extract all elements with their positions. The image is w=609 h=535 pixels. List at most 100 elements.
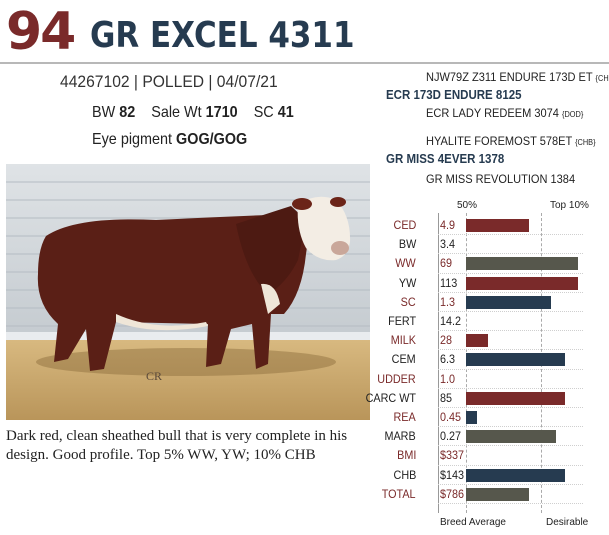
pedigree-text: HYALITE FOREMOST 578ET — [426, 134, 573, 148]
epd-label: MARB — [384, 429, 416, 444]
epd-value: $337 — [440, 448, 465, 463]
epd-row-separator — [438, 503, 583, 504]
epd-row-fert: FERT 14.2 — [378, 312, 590, 331]
pedigree-line: ECR 173D ENDURE 8125 — [386, 88, 522, 102]
epd-row-separator — [438, 426, 583, 428]
epd-row-udder: UDDER 1.0 — [378, 370, 590, 389]
epd-label: UDDER — [377, 371, 416, 386]
epd-row-separator — [438, 483, 583, 485]
pedigree-text: GR MISS 4EVER 1378 — [386, 152, 505, 166]
bull-illustration: CR — [6, 164, 370, 420]
epd-label: CARC WT — [365, 390, 416, 405]
epd-value: $786 — [440, 486, 465, 501]
eye-label: Eye pigment — [92, 131, 173, 148]
epd-bar — [466, 487, 529, 501]
epd-bar — [466, 468, 565, 482]
bw-label: BW — [92, 104, 116, 121]
epd-row-separator — [438, 234, 583, 236]
epd-row-separator — [438, 445, 583, 447]
epd-label: WW — [395, 256, 416, 271]
animal-name: GR EXCEL 4311 — [90, 15, 355, 56]
pedigree-line: GR MISS REVOLUTION 1384 — [426, 172, 575, 186]
sale-wt-value: 1710 — [205, 104, 238, 121]
epd-value: 14.2 — [440, 314, 462, 328]
epd-value: 113 — [440, 275, 458, 290]
epd-row-separator — [438, 272, 583, 274]
epd-label: CHB — [393, 467, 416, 482]
epd-value: 4.9 — [440, 218, 456, 232]
epd-row-sc: SC 1.3 — [378, 293, 590, 312]
epd-row-separator — [438, 349, 583, 351]
eye-pigment: Eye pigment GOG/GOG — [92, 131, 247, 149]
epd-row-separator — [438, 387, 583, 389]
epd-value: 69 — [440, 256, 453, 271]
epd-row-separator — [438, 464, 583, 466]
epd-row-rea: REA 0.45 — [378, 408, 590, 427]
eye-value: GOG/GOG — [176, 131, 248, 148]
epd-value: 85 — [440, 390, 453, 405]
epd-bar — [466, 353, 565, 367]
epd-axis — [438, 213, 584, 513]
epd-value: 3.4 — [440, 237, 456, 252]
epd-row-marb: MARB 0.27 — [378, 427, 590, 446]
pedigree-line: GR MISS 4EVER 1378 — [386, 152, 504, 166]
epd-bar — [466, 257, 578, 271]
epd-label: BMI — [396, 448, 416, 463]
epd-label: CED — [393, 218, 416, 232]
pedigree-line: ECR LADY REDEEM 3074 {DOD} — [426, 106, 583, 120]
epd-row-bw: BW 3.4 — [378, 235, 590, 254]
epd-row-ww: WW 69 — [378, 254, 590, 273]
bull-photo: CR — [6, 164, 370, 420]
epd-label: CEM — [391, 352, 416, 367]
epd-label: FERT — [387, 314, 416, 328]
epd-row-cem: CEM 6.3 — [378, 350, 590, 369]
epd-row-carc-wt: CARC WT 85 — [366, 389, 590, 408]
epd-bar — [466, 276, 578, 290]
sale-wt-label: Sale Wt — [151, 104, 202, 121]
description: Dark red, clean sheathed bull that is ve… — [6, 428, 348, 463]
epd-row-separator — [438, 291, 583, 293]
epd-row-separator — [438, 330, 583, 332]
sc-value: 41 — [277, 104, 294, 121]
pedigree-tag: {CHB} — [575, 138, 596, 147]
epd-value: 28 — [440, 333, 453, 348]
pedigree-text: ECR 173D ENDURE 8125 — [386, 88, 522, 102]
epd-row-separator — [438, 368, 583, 370]
pedigree-line: HYALITE FOREMOST 578ET {CHB} — [426, 134, 596, 148]
pedigree-line: NJW79Z Z311 ENDURE 173D ET {CHB} — [426, 70, 609, 84]
epd-footer-right: Desirable — [546, 517, 589, 528]
performance-stats: BW 82 Sale Wt 1710 SC 41 — [92, 104, 294, 122]
lot-number: 94 — [6, 2, 76, 62]
epd-row-separator — [438, 407, 583, 408]
pedigree-tag: {CHB} — [595, 74, 609, 83]
header-divider — [0, 62, 609, 64]
epd-row-chb: CHB $143 — [378, 466, 590, 485]
photo-watermark: CR — [146, 369, 162, 383]
epd-label: REA — [393, 410, 416, 424]
pedigree-tag: {DOD} — [562, 110, 584, 119]
epd-value: 6.3 — [440, 352, 456, 367]
epd-bar — [466, 411, 477, 424]
epd-label: BW — [398, 237, 416, 252]
epd-row-bmi: BMI $337 — [378, 446, 590, 465]
epd-bar — [466, 295, 551, 309]
epd-header-left: 50% — [457, 200, 478, 211]
pedigree-text: NJW79Z Z311 ENDURE 173D ET — [426, 70, 593, 84]
epd-header-right: Top 10% — [550, 200, 589, 211]
pedigree-text: GR MISS REVOLUTION 1384 — [426, 172, 576, 186]
epd-footer-left: Breed Average — [440, 517, 506, 528]
epd-row-milk: MILK 28 — [378, 331, 590, 350]
epd-value: 0.27 — [440, 429, 462, 444]
epd-value: $143 — [440, 467, 465, 482]
epd-row-separator — [438, 253, 583, 255]
epd-value: 1.0 — [440, 371, 456, 386]
epd-row-total: TOTAL $786 — [378, 485, 590, 504]
epd-label: TOTAL — [382, 486, 416, 501]
epd-bar — [466, 391, 565, 405]
epd-bar — [466, 430, 556, 444]
epd-label: YW — [398, 275, 416, 290]
epd-label: SC — [400, 294, 416, 309]
registration-line: 44267102 | POLLED | 04/07/21 — [60, 72, 278, 91]
bw-value: 82 — [119, 104, 136, 121]
epd-value: 1.3 — [440, 294, 456, 309]
